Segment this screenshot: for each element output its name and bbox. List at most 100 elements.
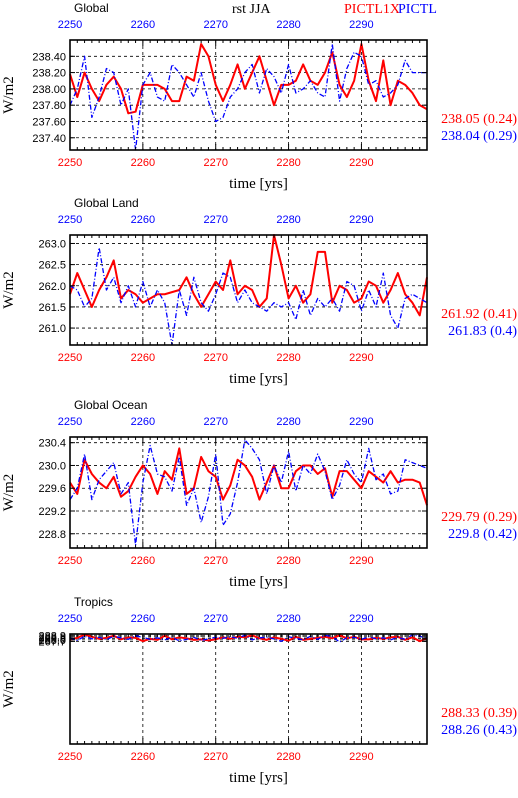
y-tick-label: 229.6	[38, 483, 66, 495]
x-tick-label-top: 2290	[349, 613, 373, 625]
plot-frame	[69, 436, 428, 549]
x-tick-label-bottom: 2260	[131, 751, 155, 763]
chart-panel-3: Global Ocean 230.4 230.0 229.6 229.2 228.8 225…	[1, 398, 517, 590]
x-tick-label-bottom: 2280	[276, 751, 300, 763]
series1-stat: 229.79 (0.29)	[441, 510, 517, 525]
x-tick-label-top: 2250	[58, 613, 82, 625]
series-line-pictl	[69, 634, 428, 643]
plot-frame	[69, 39, 428, 151]
x-tick-label-bottom: 2260	[131, 157, 155, 169]
y-tick-label: 238.20	[32, 68, 66, 80]
y-tick-label: 288.0	[38, 635, 66, 647]
chart-panel-2: Global Land 263.0 262.5 262.0 261.5 261.0 2250…	[1, 196, 517, 387]
series2-stat: 229.8 (0.42)	[448, 527, 517, 542]
x-tick-label-top: 2270	[203, 613, 227, 625]
y-tick-label: 288.6	[38, 632, 66, 644]
series-line-pictl	[69, 247, 428, 346]
x-tick-label-bottom: 2280	[276, 352, 300, 364]
y-tick-label: 229.2	[38, 506, 66, 518]
series1-stat: 261.92 (0.41)	[441, 307, 517, 322]
x-tick-label-top: 2250	[58, 214, 82, 226]
series-line-pictl	[69, 439, 428, 546]
y-tick-label: 288.9	[38, 630, 66, 642]
x-tick-label-bottom: 2270	[203, 751, 227, 763]
y-tick-label: 263.0	[38, 238, 66, 250]
x-tick-label-top: 2290	[349, 19, 373, 31]
y-tick-label: 288.3	[38, 633, 66, 645]
x-tick-label-top: 2260	[131, 416, 155, 428]
y-tick-label: 237.80	[32, 100, 66, 112]
series1-stat: 288.33 (0.39)	[441, 706, 517, 721]
panel-title: Tropics	[74, 595, 113, 609]
x-tick-label-bottom: 2290	[349, 352, 373, 364]
x-tick-label-bottom: 2250	[58, 751, 82, 763]
x-tick-label-top: 2270	[203, 214, 227, 226]
x-tick-label-top: 2270	[203, 416, 227, 428]
x-tick-label-top: 2280	[276, 416, 300, 428]
y-tick-label: 228.8	[38, 529, 66, 541]
x-tick-label-bottom: 2250	[58, 352, 82, 364]
y-tick-label: 230.4	[38, 438, 66, 450]
x-axis-label: time [yrs]	[229, 176, 288, 192]
y-tick-label: 262.0	[38, 281, 66, 293]
x-tick-label-bottom: 2290	[349, 157, 373, 169]
x-tick-label-bottom: 2250	[58, 555, 82, 567]
y-tick-label: 238.40	[32, 51, 66, 63]
header-center-label: rst JJA	[232, 2, 271, 17]
panel-title: Global Ocean	[74, 398, 147, 412]
x-tick-label-top: 2270	[203, 19, 227, 31]
x-axis-label: time [yrs]	[229, 371, 288, 387]
series-line-pictl	[69, 43, 427, 151]
x-axis-label: time [yrs]	[229, 770, 288, 786]
y-axis-label: W/m2	[1, 670, 17, 708]
y-axis-label: W/m2	[1, 76, 17, 114]
x-tick-label-bottom: 2260	[131, 352, 155, 364]
series2-stat: 288.26 (0.43)	[441, 723, 517, 738]
x-tick-label-bottom: 2270	[203, 157, 227, 169]
x-tick-label-bottom: 2260	[131, 555, 155, 567]
y-tick-label: 261.5	[38, 302, 66, 314]
x-tick-label-top: 2290	[349, 416, 373, 428]
x-tick-label-top: 2280	[276, 19, 300, 31]
x-tick-label-top: 2250	[58, 19, 82, 31]
header-series1-label: PICTL1X	[344, 2, 400, 17]
series-line-pictl1x	[69, 43, 428, 115]
x-tick-label-top: 2260	[131, 613, 155, 625]
y-axis-label: W/m2	[1, 474, 17, 512]
x-tick-label-top: 2260	[131, 214, 155, 226]
x-tick-label-bottom: 2250	[58, 157, 82, 169]
x-tick-label-bottom: 2290	[349, 751, 373, 763]
x-tick-label-bottom: 2280	[276, 555, 300, 567]
series-line-pictl1x	[69, 633, 428, 643]
y-tick-label: 237.40	[32, 133, 66, 145]
x-tick-label-bottom: 2280	[276, 157, 300, 169]
x-tick-label-top: 2260	[131, 19, 155, 31]
x-tick-label-bottom: 2270	[203, 352, 227, 364]
x-tick-label-top: 2290	[349, 214, 373, 226]
x-tick-label-bottom: 2290	[349, 555, 373, 567]
x-axis-label: time [yrs]	[229, 574, 288, 590]
series-line-pictl1x	[69, 234, 428, 317]
y-tick-label: 267.7	[38, 636, 66, 648]
series1-stat: 238.05 (0.24)	[441, 112, 517, 127]
x-tick-label-top: 2280	[276, 214, 300, 226]
y-axis-label: W/m2	[1, 271, 17, 309]
plot-frame	[69, 234, 428, 346]
y-tick-label: 237.60	[32, 116, 66, 128]
chart-panel-1: Global 238.40 238.20 238.00 237.80 237.60 237.…	[1, 1, 517, 192]
panels: Global 238.40 238.20 238.00 237.80 237.60 237.…	[1, 1, 517, 786]
series2-stat: 261.83 (0.4)	[448, 324, 517, 339]
panel-title: Global	[74, 1, 109, 15]
plot-frame	[69, 633, 428, 745]
series-line-pictl1x	[69, 447, 428, 506]
x-tick-label-top: 2250	[58, 416, 82, 428]
x-tick-label-top: 2280	[276, 613, 300, 625]
panel-title: Global Land	[74, 196, 139, 210]
y-tick-label: 262.5	[38, 260, 66, 272]
y-tick-label: 261.0	[38, 323, 66, 335]
y-tick-label: 230.0	[38, 460, 66, 472]
header-series2-label: PICTL	[398, 2, 437, 17]
x-tick-label-bottom: 2270	[203, 555, 227, 567]
